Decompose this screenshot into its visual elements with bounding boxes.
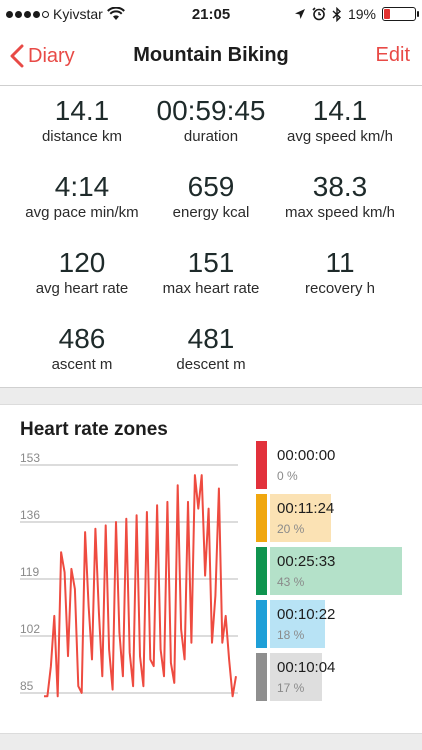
carrier-name: Kyivstar: [53, 6, 103, 22]
status-bar: Kyivstar 21:05 19%: [0, 0, 422, 30]
edit-button[interactable]: Edit: [375, 44, 410, 66]
zone-bar: [270, 547, 402, 595]
stat-label: distance km: [41, 128, 123, 145]
zone-percent: 18 %: [277, 628, 305, 642]
stat-max-speed: 38.3 max speed km/h: [270, 171, 410, 222]
status-time: 21:05: [191, 6, 231, 23]
battery-level-fill: [384, 9, 390, 19]
bluetooth-icon: [332, 6, 341, 22]
zone-color-strip: [256, 547, 267, 595]
workout-stats: 14.1 distance km 00:59:45 duration 14.1 …: [0, 86, 422, 388]
stat-label: recovery h: [304, 280, 376, 297]
stat-value: 00:59:45: [156, 95, 266, 126]
stat-value: 151: [187, 247, 235, 278]
zone-percent: 43 %: [277, 575, 305, 589]
stat-avg-speed: 14.1 avg speed km/h: [270, 95, 410, 146]
stat-duration: 00:59:45 duration: [141, 95, 281, 146]
stat-label: descent m: [176, 356, 246, 373]
y-tick-label: 119: [20, 565, 39, 579]
stat-value: 486: [58, 323, 106, 354]
zone-time: 00:00:00: [277, 447, 336, 464]
heart-rate-line: [44, 474, 237, 698]
heart-rate-zones-card: Heart rate zones 153 136 119 102 85 00:00:00…: [0, 404, 422, 734]
back-label: Diary: [28, 44, 75, 67]
zone-percent: 0 %: [277, 469, 298, 483]
stat-label: avg pace min/km: [25, 204, 139, 221]
stat-value: 14.1: [312, 95, 368, 126]
zone-time: 00:10:04: [277, 659, 336, 676]
signal-dots-icon: [6, 10, 49, 18]
zone-row-2: 00:11:24 20 %: [256, 494, 416, 542]
zone-row-5: 00:10:04 17 %: [256, 653, 416, 701]
navigation-bar: Diary Mountain Biking Edit: [0, 30, 422, 86]
stat-value: 659: [187, 171, 235, 202]
zone-bar: [270, 600, 325, 648]
zone-time: 00:11:24: [277, 500, 335, 517]
stat-recovery: 11 recovery h: [270, 247, 410, 298]
zone-percent: 20 %: [277, 522, 305, 536]
y-tick-label: 85: [20, 679, 34, 693]
stat-value: 120: [58, 247, 106, 278]
stat-ascent: 486 ascent m: [12, 323, 152, 374]
battery-percent: 19%: [347, 6, 376, 22]
stat-descent: 481 descent m: [141, 323, 281, 374]
y-tick-label: 102: [20, 622, 40, 636]
stat-value: 11: [325, 247, 355, 278]
wifi-icon: [106, 7, 125, 20]
chevron-left-icon: [10, 44, 24, 68]
back-button[interactable]: Diary: [10, 44, 75, 68]
stat-label: ascent m: [51, 356, 113, 373]
location-arrow-icon: [294, 9, 305, 19]
zone-color-strip: [256, 441, 267, 489]
stat-avg-heart-rate: 120 avg heart rate: [12, 247, 152, 298]
heart-rate-zones-title: Heart rate zones: [20, 419, 168, 440]
stat-distance: 14.1 distance km: [12, 95, 152, 146]
stat-label: max speed km/h: [284, 204, 396, 221]
zone-color-strip: [256, 494, 267, 542]
zone-bar: [270, 653, 322, 701]
zone-time: 00:10:22: [277, 606, 336, 623]
stat-avg-pace: 4:14 avg pace min/km: [12, 171, 152, 222]
stat-value: 4:14: [54, 171, 110, 202]
zone-row-4: 00:10:22 18 %: [256, 600, 416, 648]
stat-label: max heart rate: [162, 280, 260, 297]
stat-label: energy kcal: [172, 204, 250, 221]
y-tick-label: 136: [20, 508, 40, 522]
zone-bar: [270, 494, 331, 542]
status-right: 19%: [294, 6, 419, 22]
heart-rate-chart: 153 136 119 102 85: [20, 451, 238, 698]
alarm-icon: [312, 7, 326, 21]
status-left: Kyivstar: [6, 6, 125, 22]
stat-value: 481: [187, 323, 235, 354]
zone-row-3: 00:25:33 43 %: [256, 547, 416, 595]
zone-row-1: 00:00:00 0 %: [256, 441, 416, 489]
stat-max-heart-rate: 151 max heart rate: [141, 247, 281, 298]
zone-time: 00:25:33: [277, 553, 336, 570]
stat-label: avg heart rate: [35, 280, 129, 297]
battery-icon: [382, 7, 419, 21]
stat-value: 38.3: [312, 171, 368, 202]
zone-percent: 17 %: [277, 681, 305, 695]
stat-label: duration: [183, 128, 239, 145]
stat-energy: 659 energy kcal: [141, 171, 281, 222]
stat-label: avg speed km/h: [287, 128, 393, 145]
y-tick-label: 153: [20, 451, 40, 465]
zone-color-strip: [256, 653, 267, 701]
stat-value: 14.1: [54, 95, 110, 126]
zone-color-strip: [256, 600, 267, 648]
